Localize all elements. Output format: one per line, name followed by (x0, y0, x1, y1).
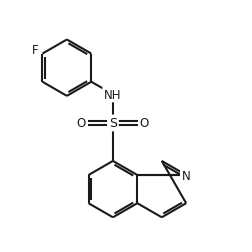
Text: F: F (32, 44, 39, 57)
Text: O: O (77, 117, 86, 130)
Text: NH: NH (104, 88, 121, 101)
Text: S: S (109, 117, 116, 130)
Text: N: N (181, 169, 190, 182)
Text: O: O (139, 117, 148, 130)
